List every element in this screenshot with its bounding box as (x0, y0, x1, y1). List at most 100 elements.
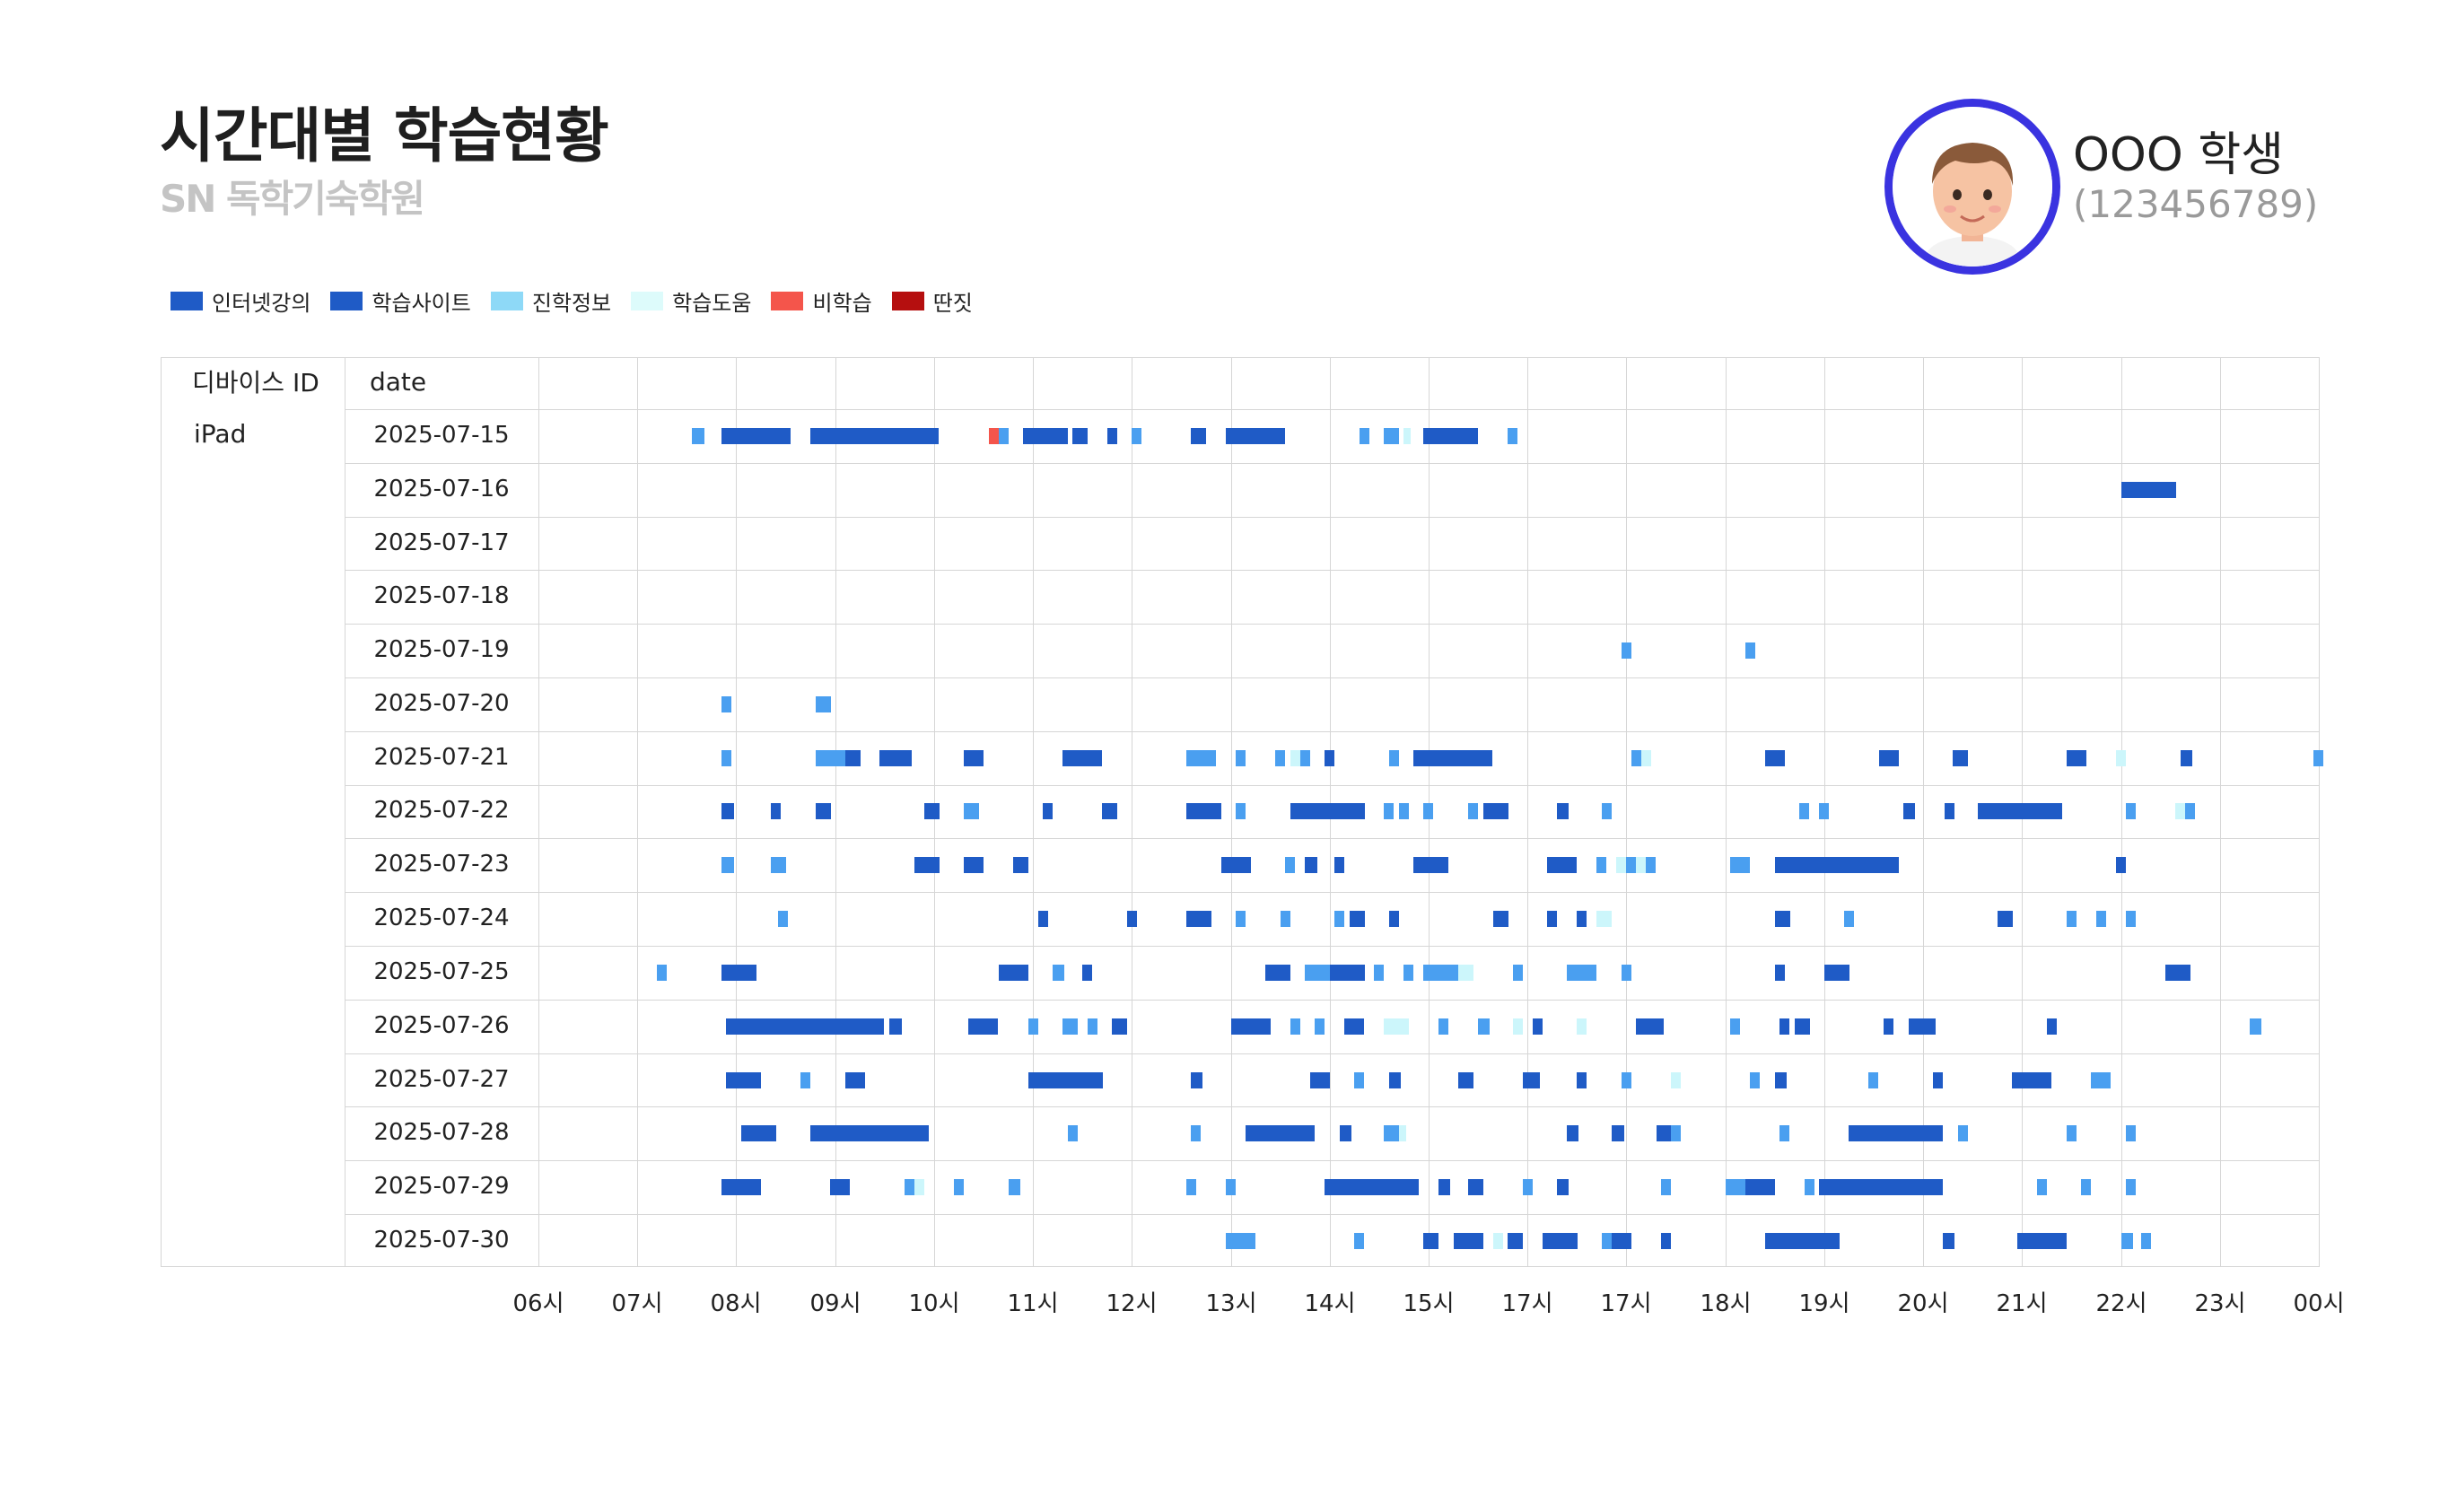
activity-bar[interactable] (741, 1125, 776, 1141)
activity-bar[interactable] (1423, 1233, 1438, 1249)
activity-bar[interactable] (2181, 750, 2192, 766)
activity-bar[interactable] (1533, 1018, 1543, 1035)
activity-bar[interactable] (721, 803, 734, 819)
activity-bar[interactable] (1186, 911, 1211, 927)
activity-bar[interactable] (964, 750, 984, 766)
activity-bar[interactable] (1340, 1125, 1351, 1141)
activity-bar[interactable] (1384, 803, 1394, 819)
activity-bar[interactable] (1602, 1233, 1612, 1249)
activity-bar[interactable] (1023, 428, 1068, 444)
activity-bar[interactable] (1612, 1125, 1624, 1141)
activity-bar[interactable] (1043, 803, 1053, 819)
activity-bar[interactable] (924, 803, 940, 819)
activity-bar[interactable] (1068, 1125, 1078, 1141)
activity-bar[interactable] (1657, 1125, 1672, 1141)
activity-bar[interactable] (2165, 965, 2190, 981)
activity-bar[interactable] (1310, 1072, 1330, 1088)
activity-bar[interactable] (1602, 803, 1612, 819)
activity-bar[interactable] (1403, 428, 1411, 444)
activity-bar[interactable] (1636, 857, 1646, 873)
activity-bar[interactable] (1622, 642, 1631, 659)
activity-bar[interactable] (1127, 911, 1137, 927)
activity-bar[interactable] (830, 1179, 850, 1195)
activity-bar[interactable] (726, 1018, 884, 1035)
activity-bar[interactable] (914, 1179, 924, 1195)
activity-bar[interactable] (1458, 965, 1473, 981)
activity-bar[interactable] (1468, 803, 1478, 819)
activity-bar[interactable] (778, 911, 788, 927)
activity-bar[interactable] (1325, 1179, 1419, 1195)
activity-bar[interactable] (1191, 1072, 1202, 1088)
activity-bar[interactable] (1844, 911, 1854, 927)
activity-bar[interactable] (1547, 911, 1557, 927)
activity-bar[interactable] (1958, 1125, 1968, 1141)
activity-bar[interactable] (1458, 1072, 1473, 1088)
activity-bar[interactable] (1641, 750, 1651, 766)
activity-bar[interactable] (1824, 965, 1849, 981)
activity-bar[interactable] (1423, 428, 1478, 444)
activity-bar[interactable] (1819, 803, 1829, 819)
activity-bar[interactable] (1513, 1018, 1523, 1035)
activity-bar[interactable] (2121, 1233, 2133, 1249)
activity-bar[interactable] (2017, 1233, 2067, 1249)
activity-bar[interactable] (1374, 965, 1384, 981)
activity-bar[interactable] (2121, 482, 2176, 498)
activity-bar[interactable] (1389, 1072, 1401, 1088)
activity-bar[interactable] (1028, 1018, 1038, 1035)
activity-bar[interactable] (1186, 1179, 1196, 1195)
activity-bar[interactable] (1775, 1072, 1787, 1088)
activity-bar[interactable] (1646, 857, 1656, 873)
activity-bar[interactable] (1978, 803, 2062, 819)
activity-bar[interactable] (1523, 1072, 1540, 1088)
activity-bar[interactable] (2067, 911, 2077, 927)
activity-bar[interactable] (1038, 911, 1048, 927)
activity-bar[interactable] (964, 857, 984, 873)
activity-bar[interactable] (1231, 1018, 1271, 1035)
activity-bar[interactable] (2116, 750, 2126, 766)
activity-bar[interactable] (1953, 750, 1968, 766)
activity-bar[interactable] (1750, 1072, 1760, 1088)
activity-bar[interactable] (1577, 911, 1587, 927)
activity-bar[interactable] (2313, 750, 2323, 766)
activity-bar[interactable] (1191, 428, 1206, 444)
activity-bar[interactable] (1557, 803, 1569, 819)
activity-bar[interactable] (1726, 1179, 1745, 1195)
activity-bar[interactable] (889, 1018, 902, 1035)
activity-bar[interactable] (1765, 1233, 1840, 1249)
activity-bar[interactable] (1350, 911, 1365, 927)
activity-bar[interactable] (1483, 803, 1508, 819)
activity-bar[interactable] (2047, 1018, 2057, 1035)
activity-bar[interactable] (1438, 1018, 1448, 1035)
activity-bar[interactable] (1493, 1233, 1503, 1249)
activity-bar[interactable] (1384, 1125, 1399, 1141)
activity-bar[interactable] (1399, 1125, 1406, 1141)
activity-bar[interactable] (1413, 750, 1492, 766)
activity-bar[interactable] (810, 1125, 929, 1141)
activity-bar[interactable] (1438, 1179, 1450, 1195)
activity-bar[interactable] (2081, 1179, 2091, 1195)
activity-bar[interactable] (1523, 1179, 1533, 1195)
activity-bar[interactable] (1596, 911, 1612, 927)
activity-bar[interactable] (1879, 750, 1899, 766)
activity-bar[interactable] (1334, 857, 1344, 873)
activity-bar[interactable] (1596, 857, 1606, 873)
activity-bar[interactable] (1186, 750, 1216, 766)
activity-bar[interactable] (1285, 857, 1295, 873)
activity-bar[interactable] (999, 965, 1028, 981)
activity-bar[interactable] (2126, 1125, 2136, 1141)
activity-bar[interactable] (1236, 911, 1246, 927)
activity-bar[interactable] (1265, 965, 1290, 981)
activity-bar[interactable] (1354, 1233, 1364, 1249)
activity-bar[interactable] (1493, 911, 1508, 927)
activity-bar[interactable] (1132, 428, 1141, 444)
activity-bar[interactable] (1300, 750, 1310, 766)
activity-bar[interactable] (999, 428, 1009, 444)
activity-bar[interactable] (1577, 1018, 1587, 1035)
activity-bar[interactable] (1290, 1018, 1300, 1035)
activity-bar[interactable] (905, 1179, 914, 1195)
activity-bar[interactable] (816, 696, 831, 712)
activity-bar[interactable] (2126, 911, 2136, 927)
activity-bar[interactable] (721, 428, 791, 444)
activity-bar[interactable] (1775, 911, 1790, 927)
activity-bar[interactable] (1903, 803, 1915, 819)
